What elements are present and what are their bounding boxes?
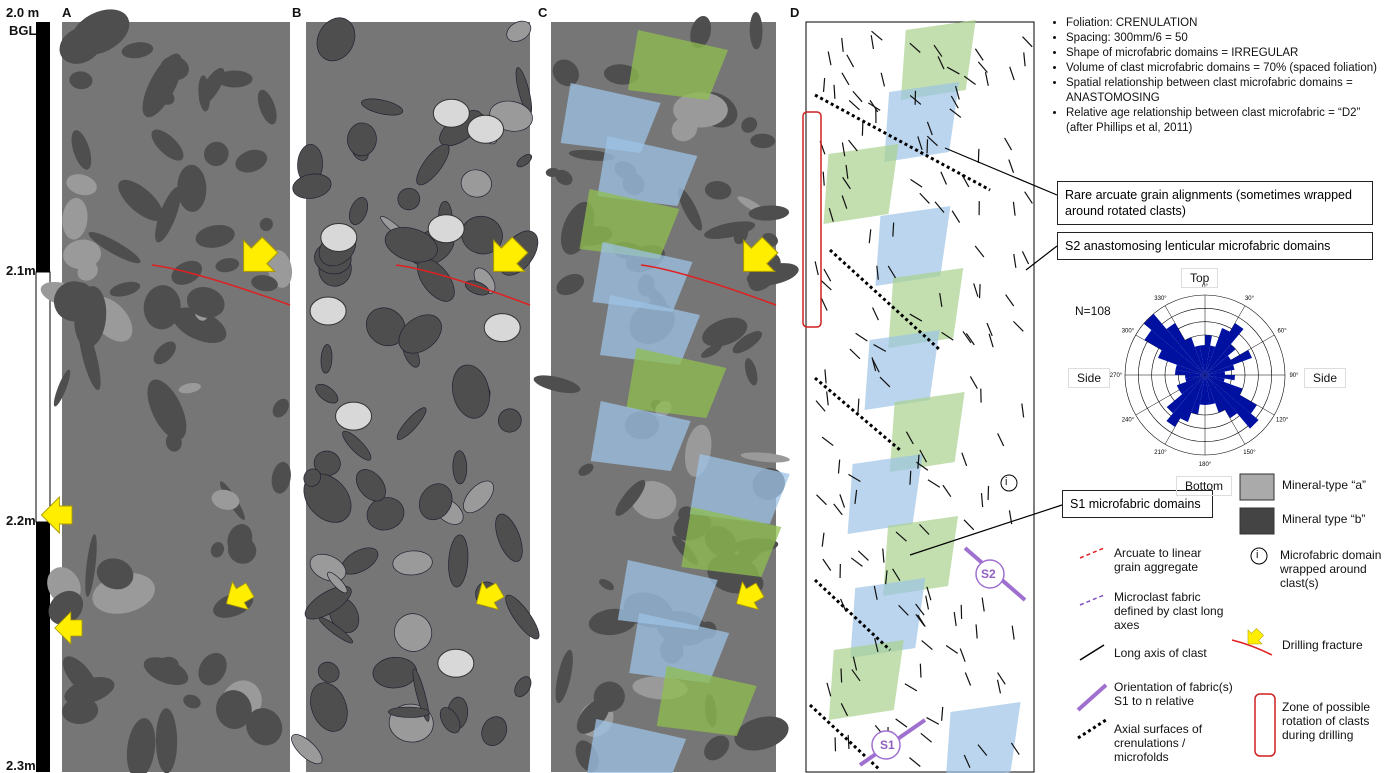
depth-label: 2.2m [6,514,36,528]
clast-axis [862,122,863,136]
clast-axis [978,149,979,163]
scale-bar-black [36,22,50,272]
clast-axis [848,735,849,749]
swatch-wrap [1251,548,1267,564]
wrap-symbol: i [1005,475,1007,489]
legend-text: Orientation of fabric(s) S1 to n relativ… [1114,680,1234,708]
rose-angle-label: 300° [1122,329,1135,335]
rose-angle-label: 30° [1245,296,1255,302]
panel-label: A [62,6,71,20]
scale-bar-white [36,272,50,522]
clast-axis [980,284,981,298]
mineral-a [310,297,346,325]
rose-angle-label: 180° [1199,462,1212,468]
rose-angle-label: 120° [1276,418,1289,424]
rose-side: Side [1304,368,1346,388]
legend-text: Microfabric domain wrapped around clast(… [1280,548,1390,590]
swatch-zone [1255,694,1275,756]
callout: Rare arcuate grain alignments (sometimes… [1057,181,1373,225]
fabric-label: S2 [981,567,996,581]
depth-label: 2.0 m [6,6,39,20]
figure: 0°30°60°90°120°150°180°210°240°270°300°3… [0,0,1397,773]
mineral-a [321,224,357,252]
rose-top: Top [1181,268,1218,288]
scale-bar-black [36,522,50,772]
bullet: Spacing: 300mm/6 = 50 [1066,31,1390,46]
mineral-a [484,314,520,342]
legend-text: Drilling fracture [1282,638,1363,652]
mineral-a [468,115,504,143]
legend-text: Long axis of clast [1114,646,1207,660]
callout: S2 anastomosing lenticular microfabric d… [1057,232,1373,260]
swatch-microclast [1080,595,1104,605]
depth-label: 2.1m [6,264,36,278]
legend-text: Microclast fabric defined by clast long … [1114,590,1234,632]
fabric-label: S1 [880,738,895,752]
swatch-a [1240,474,1274,500]
bullet: Relative age relationship between clast … [1066,106,1390,136]
depth-label: 2.3m [6,759,36,773]
swatch-orientation [1078,685,1106,710]
panel-label: D [790,6,799,20]
clast-axis [910,471,911,485]
bullet: Shape of microfabric domains = IRREGULAR [1066,46,1390,61]
rose-angle-label: 240° [1122,418,1135,424]
rose-angle-label: 270° [1110,373,1123,379]
rose-angle-label: 60° [1278,329,1288,335]
rose-angle-label: 90° [1289,373,1299,379]
mineral-a [433,99,469,127]
mineral-a [438,649,474,677]
bullet: Spatial relationship between clast micro… [1066,76,1390,106]
swatch-axial [1078,720,1106,738]
legend-text: Mineral type “b” [1282,512,1365,526]
rose-angle-label: 150° [1243,450,1256,456]
rose-side: Side [1068,368,1110,388]
bullet-list: Foliation: CRENULATION Spacing: 300mm/6 … [1050,16,1390,136]
panel-label: C [538,6,547,20]
swatch-arcuate [1080,548,1104,558]
domain [946,702,1021,773]
legend-text: Arcuate to linear grain aggregate [1114,546,1224,574]
legend-text: Axial surfaces of crenulations / microfo… [1114,722,1224,764]
mineral-a [336,402,372,430]
rose-angle-label: 330° [1154,296,1167,302]
depth-label: BGL [9,24,36,38]
wrap-symbol: i [1256,548,1258,562]
clast-axis [841,668,842,682]
domain [823,144,898,224]
rose-angle-label: 210° [1154,450,1167,456]
bullet: Foliation: CRENULATION [1066,16,1390,31]
panel-label: B [292,6,301,20]
swatch-axis [1080,645,1104,660]
domain [829,640,904,720]
rose-bottom: Bottom [1176,476,1232,496]
clast [217,70,253,87]
legend-text: Zone of possible rotation of clasts duri… [1282,700,1382,742]
domain [848,454,923,534]
rose-n: N=108 [1075,304,1111,318]
swatch-b [1240,508,1274,534]
mineral-a [428,215,464,243]
legend-text: Mineral-type “a” [1282,478,1366,492]
clast-axis [920,664,921,678]
bullet: Volume of clast microfabric domains = 70… [1066,61,1390,76]
clast-axis [893,223,894,237]
